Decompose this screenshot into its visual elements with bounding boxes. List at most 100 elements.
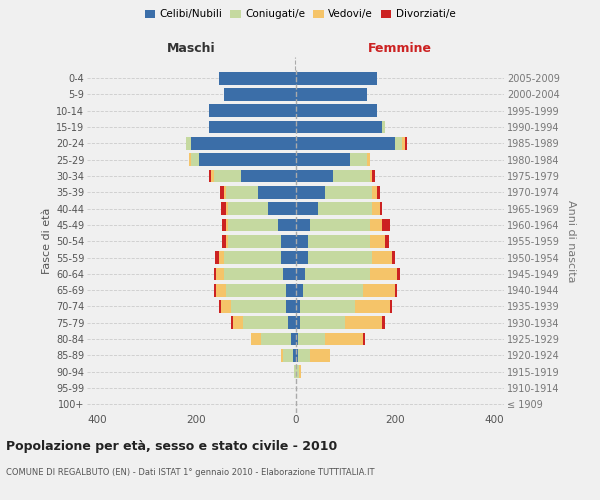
- Bar: [218, 300, 221, 313]
- Bar: [226, 235, 229, 248]
- Bar: [318, 202, 373, 215]
- Bar: [296, 137, 395, 150]
- Bar: [362, 332, 365, 345]
- Bar: [367, 154, 370, 166]
- Bar: [261, 332, 290, 345]
- Bar: [296, 120, 382, 134]
- Bar: [209, 170, 211, 182]
- Bar: [229, 202, 268, 215]
- Bar: [395, 137, 402, 150]
- Bar: [233, 316, 244, 329]
- Bar: [382, 316, 385, 329]
- Bar: [221, 202, 226, 215]
- Bar: [209, 104, 296, 117]
- Bar: [222, 235, 226, 248]
- Bar: [216, 284, 226, 296]
- Bar: [224, 251, 281, 264]
- Bar: [301, 300, 355, 313]
- Bar: [296, 218, 310, 232]
- Bar: [283, 268, 296, 280]
- Bar: [218, 251, 224, 264]
- Y-axis label: Anni di nascita: Anni di nascita: [566, 200, 577, 282]
- Bar: [278, 218, 296, 232]
- Bar: [296, 235, 308, 248]
- Bar: [305, 268, 370, 280]
- Bar: [310, 349, 330, 362]
- Y-axis label: Fasce di età: Fasce di età: [41, 208, 52, 274]
- Bar: [325, 186, 373, 198]
- Bar: [218, 72, 296, 85]
- Bar: [296, 251, 308, 264]
- Bar: [226, 202, 229, 215]
- Bar: [226, 284, 286, 296]
- Bar: [370, 170, 373, 182]
- Bar: [286, 284, 296, 296]
- Bar: [296, 284, 303, 296]
- Bar: [211, 170, 214, 182]
- Bar: [296, 88, 367, 101]
- Bar: [373, 170, 375, 182]
- Text: Femmine: Femmine: [368, 42, 432, 55]
- Bar: [229, 218, 278, 232]
- Bar: [293, 349, 296, 362]
- Bar: [382, 218, 390, 232]
- Bar: [231, 316, 233, 329]
- Bar: [283, 349, 293, 362]
- Bar: [296, 366, 299, 378]
- Text: Maschi: Maschi: [167, 42, 215, 55]
- Bar: [355, 300, 390, 313]
- Bar: [373, 202, 380, 215]
- Bar: [296, 104, 377, 117]
- Bar: [229, 235, 281, 248]
- Bar: [268, 202, 296, 215]
- Bar: [226, 186, 258, 198]
- Bar: [296, 202, 318, 215]
- Bar: [296, 316, 301, 329]
- Bar: [325, 332, 362, 345]
- Text: COMUNE DI REGALBUTO (EN) - Dati ISTAT 1° gennaio 2010 - Elaborazione TUTTITALIA.: COMUNE DI REGALBUTO (EN) - Dati ISTAT 1°…: [6, 468, 374, 477]
- Bar: [221, 300, 231, 313]
- Bar: [373, 251, 392, 264]
- Bar: [214, 268, 216, 280]
- Bar: [281, 251, 296, 264]
- Bar: [310, 218, 370, 232]
- Bar: [244, 316, 288, 329]
- Bar: [296, 300, 301, 313]
- Bar: [286, 300, 296, 313]
- Bar: [220, 186, 224, 198]
- Bar: [224, 88, 296, 101]
- Bar: [392, 251, 395, 264]
- Bar: [296, 170, 333, 182]
- Bar: [402, 137, 405, 150]
- Bar: [362, 284, 395, 296]
- Bar: [377, 186, 380, 198]
- Bar: [405, 137, 407, 150]
- Bar: [214, 284, 216, 296]
- Bar: [216, 268, 224, 280]
- Bar: [215, 251, 218, 264]
- Bar: [298, 349, 310, 362]
- Bar: [294, 366, 296, 378]
- Bar: [333, 170, 370, 182]
- Bar: [296, 186, 325, 198]
- Bar: [370, 218, 382, 232]
- Bar: [199, 154, 296, 166]
- Bar: [395, 284, 397, 296]
- Bar: [345, 316, 382, 329]
- Bar: [222, 218, 226, 232]
- Bar: [298, 332, 325, 345]
- Bar: [303, 284, 362, 296]
- Bar: [296, 72, 377, 85]
- Bar: [390, 300, 392, 313]
- Text: Popolazione per età, sesso e stato civile - 2010: Popolazione per età, sesso e stato civil…: [6, 440, 337, 453]
- Legend: Celibi/Nubili, Coniugati/e, Vedovi/e, Divorziati/e: Celibi/Nubili, Coniugati/e, Vedovi/e, Di…: [140, 5, 460, 24]
- Bar: [397, 268, 400, 280]
- Bar: [296, 349, 298, 362]
- Bar: [350, 154, 367, 166]
- Bar: [308, 235, 370, 248]
- Bar: [224, 186, 226, 198]
- Bar: [258, 186, 296, 198]
- Bar: [191, 137, 296, 150]
- Bar: [299, 366, 301, 378]
- Bar: [296, 154, 350, 166]
